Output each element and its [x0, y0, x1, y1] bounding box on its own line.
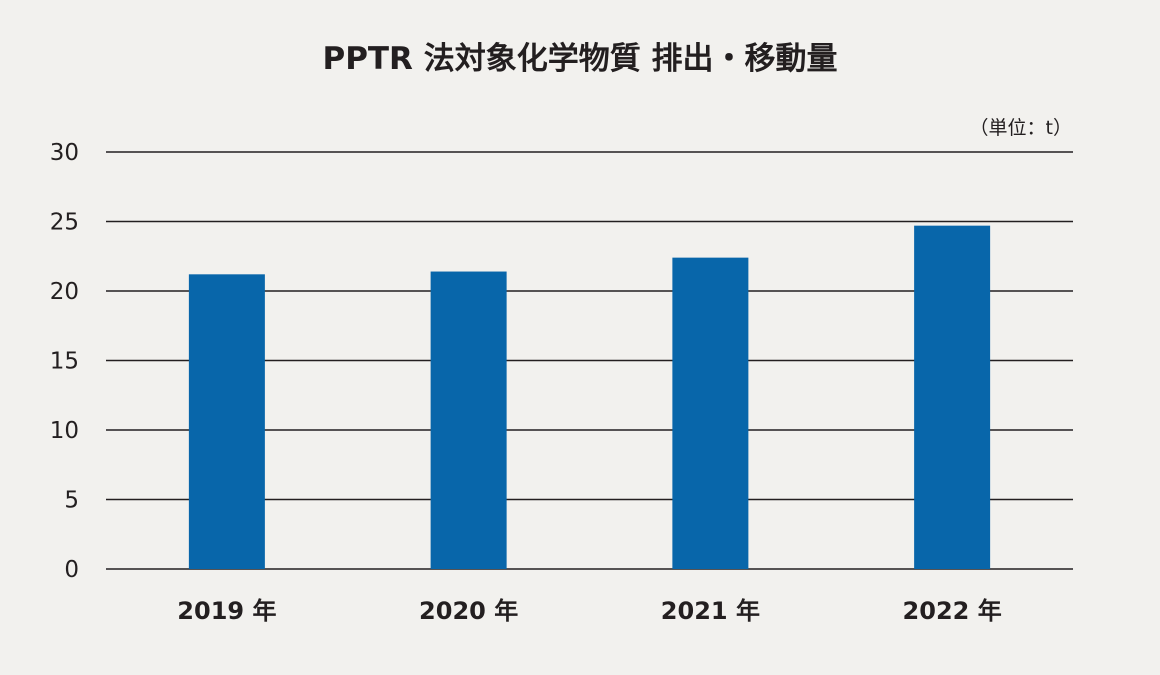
y-tick-label: 10 [50, 418, 79, 444]
bars [188, 225, 991, 570]
gridlines [106, 151, 1073, 570]
bar [430, 271, 507, 569]
x-axis-ticks: 2019 年 2020 年 2021 年 2022 年 [177, 597, 1001, 625]
unit-label: （単位：t） [970, 117, 1072, 139]
y-tick-label: 5 [64, 488, 79, 514]
x-tick-label: 2020 年 [419, 597, 518, 625]
x-tick-label: 2022 年 [903, 597, 1002, 625]
y-axis-ticks: 0 5 10 15 20 25 30 [50, 140, 79, 583]
y-tick-label: 30 [50, 140, 79, 166]
x-tick-label: 2019 年 [177, 597, 276, 625]
bar [188, 274, 265, 569]
bar [672, 257, 749, 569]
y-tick-label: 20 [50, 279, 79, 305]
chart-title: PPTR 法対象化学物質 排出・移動量 [322, 41, 837, 77]
bar [914, 225, 991, 570]
y-tick-label: 15 [50, 349, 79, 375]
y-tick-label: 25 [50, 210, 79, 236]
y-tick-label: 0 [64, 557, 79, 583]
x-tick-label: 2021 年 [661, 597, 760, 625]
